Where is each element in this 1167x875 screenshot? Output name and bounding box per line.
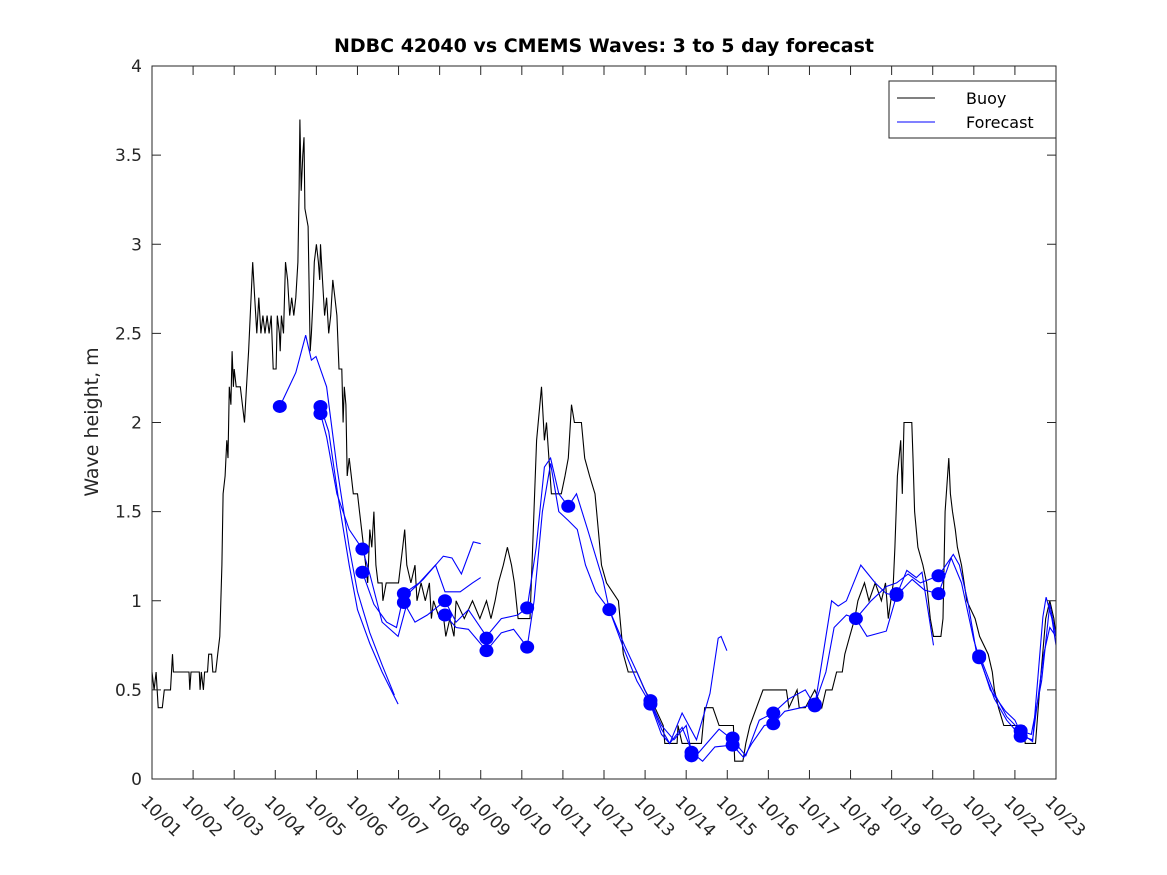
forecast-point: [437, 608, 452, 622]
forecast-point: [437, 594, 452, 608]
plot-area: [152, 66, 1056, 779]
forecast-point: [725, 738, 740, 752]
forecast-point: [520, 640, 535, 654]
y-tick-label: 4: [131, 57, 142, 77]
y-tick-label: 0.5: [115, 681, 142, 701]
forecast-line-4: [403, 456, 728, 745]
forecast-point: [479, 631, 494, 645]
y-tick-label: 2: [131, 414, 142, 434]
y-axis-label: Wave height, m: [81, 347, 103, 496]
forecast-line-2: [319, 413, 481, 638]
buoy-line: [151, 119, 1057, 762]
forecast-point: [766, 717, 781, 731]
forecast-point: [396, 596, 411, 610]
series-layer: [151, 119, 1057, 763]
forecast-point: [1013, 729, 1028, 743]
forecast-point: [972, 651, 987, 665]
forecast-point: [479, 644, 494, 658]
forecast-point: [355, 565, 370, 579]
forecast-point: [396, 587, 411, 601]
legend: Buoy Forecast: [888, 80, 1057, 139]
forecast-point: [931, 569, 946, 583]
forecast-line-5: [444, 463, 935, 759]
forecast-point: [602, 603, 617, 617]
y-tick-label: 0: [131, 770, 142, 790]
forecast-line-0: [279, 335, 395, 696]
forecast-point: [313, 407, 328, 421]
forecast-point: [272, 399, 287, 413]
legend-box: [888, 80, 1057, 139]
legend-buoy-label: Buoy: [966, 89, 1006, 108]
forecast-point: [684, 749, 699, 763]
forecast-point: [520, 601, 535, 615]
forecast-line-3: [361, 564, 481, 629]
forecast-point: [848, 612, 863, 626]
forecast-point: [807, 699, 822, 713]
forecast-line-1: [319, 406, 399, 705]
y-tick-label: 1: [131, 592, 142, 612]
forecast-point: [889, 588, 904, 602]
forecast-point: [561, 499, 576, 513]
forecast-point: [931, 587, 946, 601]
y-tick-label: 1.5: [115, 503, 142, 523]
forecast-point: [643, 697, 658, 711]
legend-forecast-label: Forecast: [966, 113, 1034, 132]
chart-title: NDBC 42040 vs CMEMS Waves: 3 to 5 day fo…: [334, 35, 874, 57]
y-tick-label: 3.5: [115, 146, 142, 166]
y-tick-label: 3: [131, 235, 142, 255]
y-tick-label: 2.5: [115, 324, 142, 344]
forecast-point: [355, 542, 370, 556]
forecast-point: [766, 706, 781, 720]
